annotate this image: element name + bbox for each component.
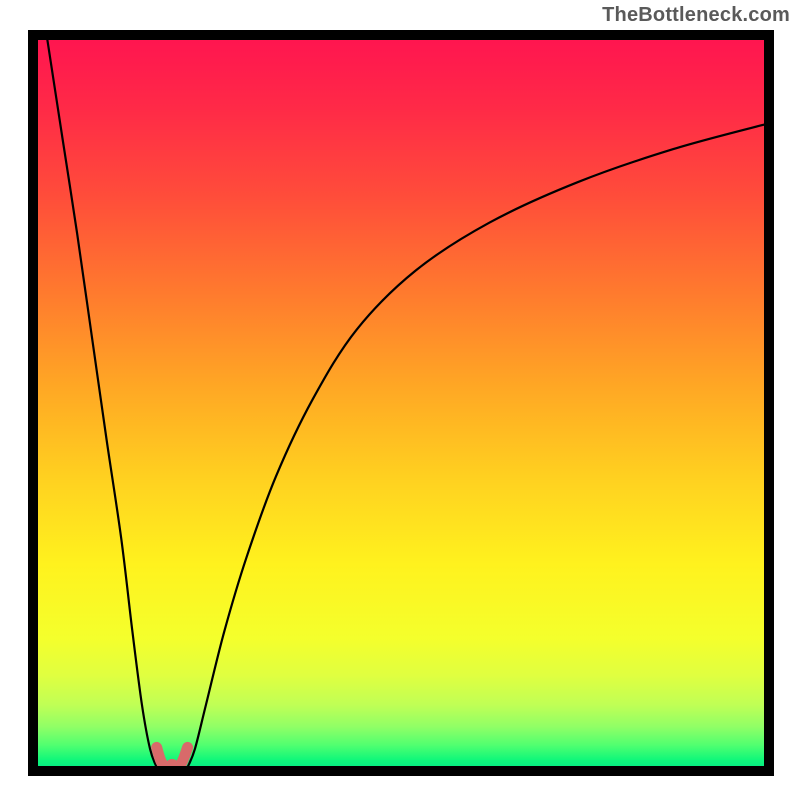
bottleneck-chart	[0, 0, 800, 800]
chart-container: TheBottleneck.com	[0, 0, 800, 800]
gradient-background	[33, 35, 769, 771]
watermark-text: TheBottleneck.com	[602, 4, 790, 27]
